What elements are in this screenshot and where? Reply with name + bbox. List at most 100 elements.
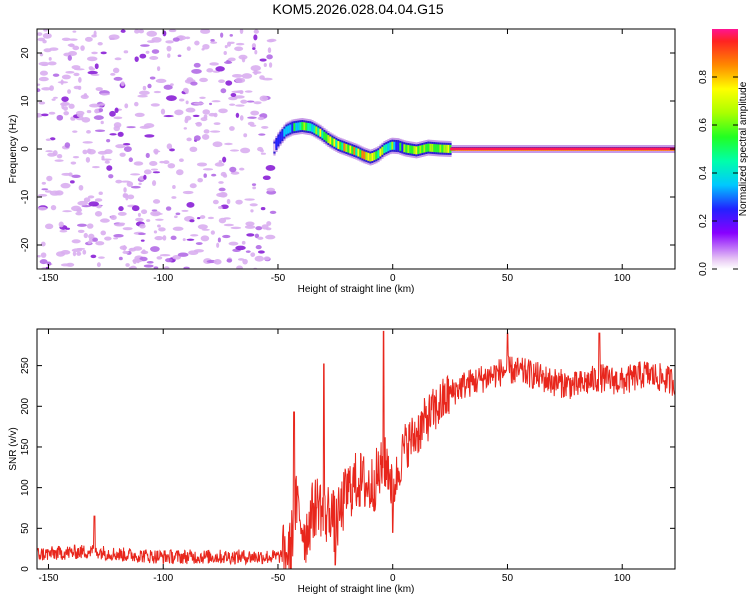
noise-blob — [40, 252, 47, 258]
noise-blob — [53, 96, 58, 99]
noise-blob — [123, 187, 127, 193]
noise-blob — [47, 61, 57, 66]
noise-blob — [251, 43, 257, 49]
noise-blob — [249, 203, 258, 207]
noise-blob — [209, 62, 219, 66]
noise-blob — [106, 165, 113, 171]
noise-blob — [94, 211, 103, 217]
noise-blob — [222, 234, 231, 239]
noise-blob — [201, 134, 210, 140]
track-core — [409, 145, 412, 154]
noise-blob — [236, 265, 243, 269]
noise-blob — [83, 197, 91, 203]
track-core — [297, 122, 300, 131]
noise-blob — [235, 112, 240, 118]
noise-blob — [143, 264, 154, 268]
noise-blob — [71, 248, 83, 253]
noise-blob — [153, 230, 158, 234]
noise-blob — [239, 115, 244, 121]
noise-blob — [37, 254, 41, 258]
noise-blob — [72, 155, 80, 159]
x-tick-label: 0 — [390, 273, 396, 284]
track-core — [329, 136, 332, 145]
noise-blob — [188, 250, 199, 256]
top-y-ticks: -20 -10 0 10 20 — [20, 47, 675, 252]
noise-blob — [244, 198, 255, 201]
track-core — [375, 151, 378, 160]
noise-blob — [224, 61, 233, 64]
noise-blob — [175, 212, 181, 216]
noise-blob — [134, 101, 139, 107]
noise-blob — [117, 131, 124, 137]
noise-blob — [189, 183, 197, 189]
noise-blob — [39, 52, 44, 57]
colorbar: 0.0 0.2 0.4 0.6 0.8 Normalized spectral ampl… — [698, 29, 749, 276]
noise-blob — [266, 221, 272, 226]
noise-blob — [186, 46, 191, 51]
noise-blob — [243, 133, 248, 138]
track-core — [369, 153, 372, 162]
noise-blob — [258, 133, 266, 136]
track-core — [335, 139, 338, 148]
noise-blob — [129, 247, 133, 251]
noise-blob — [266, 54, 273, 60]
track-core — [283, 128, 286, 137]
noise-blob — [203, 129, 210, 134]
noise-blob — [155, 218, 164, 221]
noise-blob — [231, 74, 243, 78]
y-tick-label: -20 — [20, 237, 31, 252]
noise-blob — [52, 73, 60, 77]
noise-blob — [220, 32, 224, 38]
noise-blob — [209, 102, 213, 106]
track-core — [407, 145, 410, 154]
noise-blob — [94, 198, 103, 202]
noise-blob — [48, 57, 52, 61]
noise-blob — [156, 256, 163, 260]
noise-blob — [172, 185, 176, 189]
noise-blob — [196, 162, 208, 167]
noise-blob — [250, 124, 257, 127]
noise-blob — [37, 37, 46, 42]
noise-blob — [266, 187, 275, 192]
noise-blob — [226, 258, 233, 263]
noise-blob — [113, 237, 119, 240]
noise-blob — [167, 163, 176, 169]
track-core — [381, 146, 384, 155]
colorbar-tick-label: 0.4 — [698, 166, 709, 180]
noise-blob — [63, 106, 68, 111]
track-core — [379, 148, 382, 157]
track-core — [421, 145, 424, 154]
noise-blob — [72, 130, 78, 133]
noise-blob — [37, 113, 43, 118]
noise-blob — [75, 211, 83, 216]
track-core — [323, 131, 326, 140]
noise-blob — [183, 127, 187, 130]
noise-blob — [182, 190, 194, 195]
track-core — [303, 122, 306, 131]
noise-blob — [88, 201, 99, 207]
noise-blob — [123, 146, 132, 152]
noise-blob — [235, 199, 243, 205]
noise-blob — [225, 80, 233, 86]
bottom-x-ticks: -150 -100 -50 0 50 100 — [38, 329, 631, 584]
noise-blob — [190, 81, 198, 86]
track-core — [325, 133, 328, 142]
noise-blob — [72, 45, 80, 51]
top-x-ticks: -150 -100 -50 0 50 100 — [38, 29, 631, 284]
noise-blob — [146, 260, 154, 264]
noise-blob — [76, 223, 87, 227]
noise-blob — [87, 70, 98, 75]
noise-blob — [86, 148, 92, 154]
noise-blob — [61, 37, 71, 42]
noise-blob — [91, 51, 98, 55]
noise-blob — [218, 187, 226, 192]
noise-blob — [91, 73, 100, 76]
noise-blob — [257, 116, 265, 121]
noise-blob — [226, 198, 231, 205]
noise-blob — [178, 98, 185, 102]
y-tick-label: 200 — [20, 398, 31, 415]
noise-blob — [88, 233, 95, 240]
y-tick-label: 0 — [20, 566, 31, 572]
